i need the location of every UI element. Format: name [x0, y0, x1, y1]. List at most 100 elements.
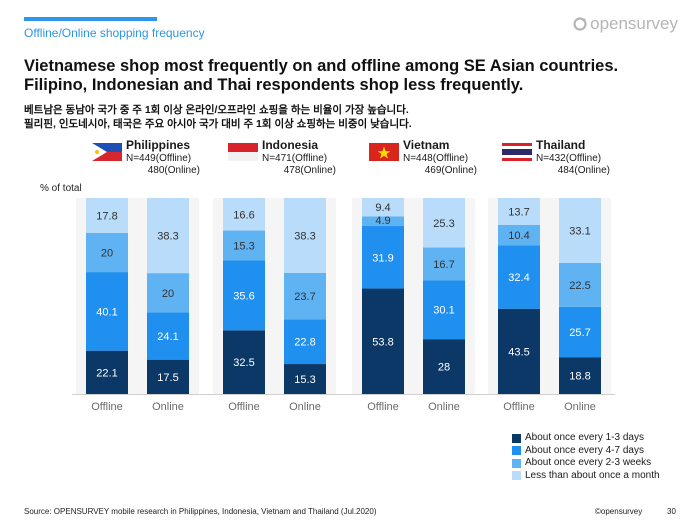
bar-segment — [86, 232, 128, 273]
bar-segment — [223, 198, 265, 231]
data-label: 28 — [438, 362, 450, 374]
bar-segment — [559, 306, 601, 358]
data-label: 53.8 — [372, 336, 393, 348]
opensurvey-logo-icon — [573, 17, 587, 31]
page-number: 30 — [667, 507, 676, 516]
data-label: 22.1 — [96, 367, 117, 379]
legend-swatch — [512, 471, 521, 481]
bar-segment — [86, 350, 128, 394]
x-axis-label: Online — [289, 401, 321, 413]
bar-segment — [423, 247, 465, 281]
subtitle-line-2: 필리핀, 인도네시아, 태국은 주요 아시아 국가 대비 주 1회 이상 쇼핑하… — [24, 118, 412, 130]
legend-item: About once every 1-3 days — [512, 432, 660, 445]
bar-segment — [223, 260, 265, 331]
data-label: 25.7 — [569, 327, 590, 339]
bar-segment — [498, 224, 540, 246]
data-label: 20 — [101, 247, 113, 259]
y-axis-label: % of total — [40, 183, 82, 194]
data-label: 38.3 — [294, 230, 315, 242]
legend-swatch — [512, 446, 521, 456]
x-axis-label: Online — [428, 401, 460, 413]
vietnam-flag-icon — [369, 143, 399, 161]
sample-size-offline: N=432(Offline) — [536, 153, 602, 164]
bar-segment — [147, 273, 189, 313]
bar-segment — [559, 262, 601, 307]
legend-label: About once every 1-3 days — [525, 432, 644, 443]
section-accent-bar — [24, 17, 157, 21]
legend-item: About once every 2-3 weeks — [512, 457, 660, 470]
country-name: Thailand — [536, 138, 586, 152]
bar-segment — [423, 198, 465, 248]
legend-swatch — [512, 433, 521, 443]
data-label: 17.8 — [96, 210, 117, 222]
copyright: ©opensurvey — [595, 507, 643, 516]
data-label: 22.5 — [569, 280, 590, 292]
data-label: 38.3 — [157, 231, 178, 243]
legend-label: About once every 2-3 weeks — [525, 457, 652, 468]
subtitle-line-1: 베트남은 동남아 국가 중 주 1회 이상 온라인/오프라인 쇼핑을 하는 비율… — [24, 104, 409, 116]
legend-label: About once every 4-7 days — [525, 444, 644, 456]
sample-size-online: 484(Online) — [557, 165, 610, 176]
page-subtitle: 베트남은 동남아 국가 중 주 1회 이상 온라인/오프라인 쇼핑을 하는 비율… — [24, 103, 684, 131]
bar-segment — [284, 364, 326, 394]
bar-segment — [284, 272, 326, 320]
source-note: Source: OPENSURVEY mobile research in Ph… — [24, 507, 377, 516]
data-label: 4.9 — [375, 215, 390, 227]
data-label: 18.8 — [569, 371, 590, 383]
legend-item: Less than about once a month — [512, 470, 660, 483]
data-label: 16.7 — [433, 259, 454, 271]
x-axis-label: Offline — [367, 401, 399, 413]
x-axis-label: Offline — [228, 401, 260, 413]
indonesia-flag-icon — [228, 143, 258, 161]
bar-segment — [223, 230, 265, 261]
sample-size-offline: N=448(Offline) — [403, 153, 469, 164]
data-label: 31.9 — [372, 252, 393, 264]
bar-segment — [86, 198, 128, 233]
country-name: Vietnam — [403, 138, 450, 152]
bar-segment — [362, 226, 404, 289]
x-axis-label: Online — [152, 401, 184, 413]
data-label: 16.6 — [233, 209, 254, 221]
data-label: 32.4 — [508, 272, 529, 284]
bar-segment — [362, 288, 404, 394]
bar-segment — [147, 312, 189, 360]
data-label: 33.1 — [569, 225, 590, 237]
data-label: 13.7 — [508, 206, 529, 218]
sample-size-online: 480(Online) — [147, 165, 200, 176]
thailand-flag-icon — [502, 143, 532, 161]
x-axis-label: Offline — [91, 401, 123, 413]
bar-segment — [223, 330, 265, 394]
sample-size-offline: N=471(Offline) — [262, 153, 328, 164]
data-label: 20 — [162, 288, 174, 300]
legend-item: About once every 4-7 days — [512, 445, 660, 458]
bar-segment — [362, 216, 404, 227]
page-title: Vietnamese shop most frequently on and o… — [24, 57, 619, 94]
data-label: 9.4 — [375, 202, 390, 214]
chart-legend: About once every 1-3 days About once eve… — [512, 432, 660, 482]
bar-segment — [147, 198, 189, 274]
data-label: 15.3 — [294, 374, 315, 386]
data-label: 10.4 — [508, 230, 529, 242]
data-label: 35.6 — [233, 290, 254, 302]
data-label: 23.7 — [294, 291, 315, 303]
sample-size-online: 478(Online) — [283, 165, 336, 176]
data-label: 22.8 — [294, 337, 315, 349]
data-label: 32.5 — [233, 357, 254, 369]
bar-segment — [86, 272, 128, 351]
bar-segment — [362, 198, 404, 217]
bar-segment — [284, 319, 326, 365]
data-label: 24.1 — [157, 331, 178, 343]
data-label: 15.3 — [233, 241, 254, 253]
bar-segment — [559, 198, 601, 263]
bar-segment — [423, 339, 465, 394]
bar-segment — [498, 245, 540, 309]
sample-size-online: 469(Online) — [424, 165, 477, 176]
bar-segment — [498, 308, 540, 394]
country-name: Indonesia — [262, 138, 319, 152]
bar-segment — [284, 198, 326, 273]
country-name: Philippines — [126, 138, 191, 152]
section-label: Offline/Online shopping frequency — [24, 26, 205, 40]
data-label: 25.3 — [433, 218, 454, 230]
bar-segment — [423, 280, 465, 340]
